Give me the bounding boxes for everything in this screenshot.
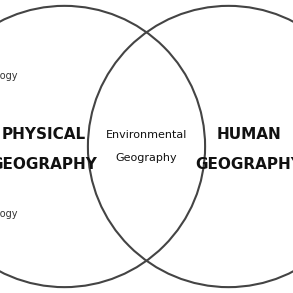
Text: logy: logy (0, 209, 18, 219)
Text: Environmental: Environmental (106, 130, 187, 140)
Text: HUMAN: HUMAN (217, 127, 281, 142)
Text: GEOGRAPHY: GEOGRAPHY (196, 156, 293, 172)
Text: Geography: Geography (116, 153, 177, 163)
Text: logy: logy (0, 71, 18, 81)
Text: GEOGRAPHY: GEOGRAPHY (0, 156, 97, 172)
Text: PHYSICAL: PHYSICAL (2, 127, 86, 142)
